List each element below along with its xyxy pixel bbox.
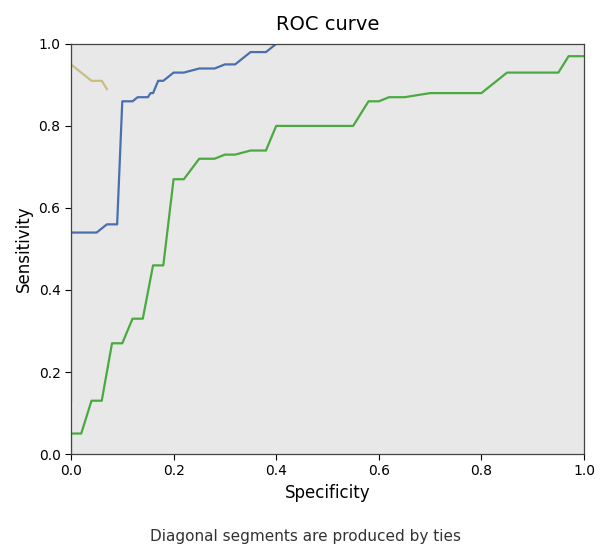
Title: ROC curve: ROC curve bbox=[276, 15, 379, 34]
X-axis label: Specificity: Specificity bbox=[285, 484, 370, 502]
Text: Diagonal segments are produced by ties: Diagonal segments are produced by ties bbox=[149, 530, 461, 544]
Y-axis label: Sensitivity: Sensitivity bbox=[15, 206, 33, 292]
